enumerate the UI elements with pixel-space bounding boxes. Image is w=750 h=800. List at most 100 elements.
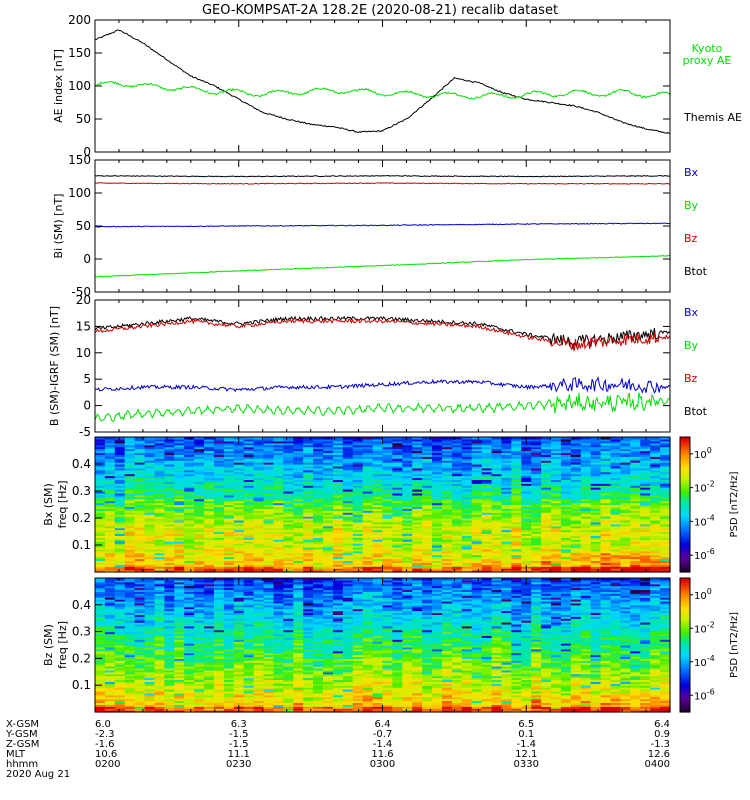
spectrogram-cell: [114, 685, 126, 688]
spectrogram-cell: [164, 479, 175, 482]
spectrogram-cell: [243, 485, 255, 488]
spectrogram-cell: [551, 452, 562, 455]
spectrogram-cell: [204, 492, 215, 496]
spectrogram-cell: [600, 519, 612, 523]
spectrogram-cell: [154, 531, 165, 535]
spectrogram-cell: [194, 556, 205, 560]
spectrogram-cell: [461, 529, 473, 533]
spectrogram-cell: [194, 539, 205, 542]
spectrogram-cell: [551, 471, 562, 475]
spectrogram-cell: [104, 696, 116, 700]
spectrogram-cell: [491, 494, 503, 498]
spectrogram-cell: [392, 556, 403, 560]
spectrogram-cell: [342, 518, 354, 521]
spectrogram-cell: [511, 458, 522, 461]
spectrogram-cell: [233, 510, 245, 513]
spectrogram-cell: [283, 462, 294, 465]
spectrogram-cell: [114, 673, 126, 677]
spectrogram-cell: [223, 483, 235, 486]
spectrogram-cell: [362, 512, 374, 515]
spectrogram-cell: [204, 518, 215, 521]
spectrogram-cell: [560, 521, 572, 525]
spectrogram-cell: [382, 462, 394, 465]
spectrogram-cell: [164, 498, 175, 502]
spectrogram-cell: [541, 437, 552, 440]
spectrogram-cell: [620, 568, 631, 571]
spectrogram-cell: [461, 556, 473, 560]
spectrogram-cell: [481, 527, 493, 531]
spectrogram-cell: [144, 635, 156, 638]
spectrogram-cell: [144, 604, 156, 608]
spectrogram-cell: [660, 537, 671, 540]
spectrogram-cell: [620, 492, 631, 496]
spectrogram-cell: [570, 508, 582, 511]
spectrogram-cell: [402, 496, 413, 500]
spectrogram-cell: [124, 529, 136, 533]
spectrogram-cell: [640, 450, 651, 454]
spectrogram-cell: [124, 706, 136, 709]
spectrogram-cell: [95, 687, 106, 690]
spectrogram-cell: [174, 510, 185, 513]
spectrogram-cell: [273, 448, 284, 452]
spectrogram-cell: [541, 473, 552, 477]
spectrogram-cell: [461, 437, 473, 440]
spectrogram-cell: [640, 535, 651, 538]
spectrogram-cell: [362, 454, 374, 457]
spectrogram-cell: [352, 440, 364, 444]
spectrogram-cell: [491, 545, 503, 548]
spectrogram-cell: [184, 554, 195, 558]
spectrogram-cell: [233, 506, 245, 509]
spectrogram-cell: [491, 535, 503, 538]
spectrogram-cell: [521, 458, 532, 461]
y-axis-label: Bi (SM) [nT]: [52, 194, 65, 259]
spectrogram-cell: [114, 666, 126, 669]
spectrogram-cell: [134, 564, 146, 567]
spectrogram-cell: [243, 512, 255, 515]
spectrogram-cell: [144, 616, 156, 619]
colorbar-step: [680, 437, 690, 440]
spectrogram-cell: [273, 514, 284, 517]
spectrogram-cell: [134, 442, 146, 446]
spectrogram-cell: [620, 452, 631, 455]
spectrogram-cell: [104, 698, 116, 702]
spectrogram-cell: [323, 568, 334, 571]
spectrogram-cell: [600, 475, 612, 479]
spectrogram-cell: [154, 604, 165, 608]
spectrogram-cell: [243, 448, 255, 452]
spectrogram-cell: [114, 473, 126, 477]
spectrogram-cell: [501, 456, 512, 459]
spectrogram-cell: [570, 546, 582, 550]
spectrogram-cell: [362, 500, 374, 504]
spectrogram-cell: [541, 564, 552, 567]
spectrogram-cell: [491, 514, 503, 517]
spectrogram-cell: [352, 473, 364, 477]
spectrogram-cell: [372, 519, 384, 523]
spectrogram-cell: [610, 541, 622, 544]
spectrogram-cell: [154, 650, 165, 654]
spectrogram-cell: [144, 662, 156, 665]
spectrogram-cell: [660, 558, 671, 562]
spectrogram-cell: [541, 498, 552, 502]
colorbar-step: [680, 502, 690, 506]
spectrogram-cell: [134, 460, 146, 463]
spectrogram-cell: [491, 437, 503, 440]
spectrogram-cell: [342, 558, 354, 562]
spectrogram-cell: [164, 504, 175, 508]
series-line-bx: [95, 376, 670, 394]
spectrogram-cell: [293, 548, 304, 552]
spectrogram-cell: [481, 481, 493, 484]
spectrogram-cell: [541, 527, 552, 531]
spectrogram-cell: [273, 533, 284, 536]
spectrogram-cell: [481, 523, 493, 527]
spectrogram-cell: [134, 558, 146, 562]
spectrogram-cell: [560, 498, 572, 502]
spectrogram-cell: [293, 456, 304, 459]
spectrogram-cell: [164, 492, 175, 496]
spectrogram-cell: [124, 639, 136, 642]
spectrogram-cell: [144, 496, 156, 500]
spectrogram-cell: [600, 442, 612, 446]
spectrogram-cell: [134, 562, 146, 565]
spectrogram-cell: [95, 614, 106, 617]
spectrogram-cell: [332, 469, 344, 473]
spectrogram-cell: [263, 479, 275, 482]
